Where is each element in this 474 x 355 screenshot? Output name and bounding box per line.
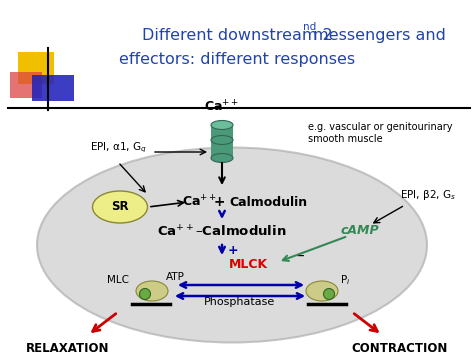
Text: CONTRACTION: CONTRACTION — [352, 342, 448, 355]
Text: effectors: different responses: effectors: different responses — [119, 52, 355, 67]
Text: ATP: ATP — [165, 272, 184, 282]
Text: MLC: MLC — [107, 275, 129, 285]
Text: cAMP: cAMP — [341, 224, 379, 236]
Text: P$_i$: P$_i$ — [340, 273, 350, 287]
Text: EPI, β2, G$_s$: EPI, β2, G$_s$ — [400, 188, 456, 202]
Ellipse shape — [211, 153, 233, 163]
Text: Calmodulin: Calmodulin — [229, 196, 307, 208]
Ellipse shape — [211, 120, 233, 130]
Text: Ca$^{++}$–Calmodulin: Ca$^{++}$–Calmodulin — [157, 224, 287, 240]
Ellipse shape — [323, 289, 335, 300]
Bar — [10, 72, 42, 98]
Ellipse shape — [306, 281, 338, 301]
Ellipse shape — [139, 289, 151, 300]
Bar — [18, 52, 54, 84]
Text: +: + — [210, 195, 231, 209]
Text: RELAXATION: RELAXATION — [26, 342, 110, 355]
Text: nd: nd — [303, 22, 316, 32]
Bar — [32, 75, 74, 101]
Text: Different downstream 2: Different downstream 2 — [142, 28, 332, 43]
Text: +: + — [228, 245, 238, 257]
Text: SR: SR — [111, 201, 129, 213]
Text: Phosphatase: Phosphatase — [204, 297, 275, 307]
Text: Ca$^{++}$: Ca$^{++}$ — [182, 194, 218, 210]
Ellipse shape — [92, 191, 147, 223]
Ellipse shape — [211, 136, 233, 144]
Bar — [211, 125, 233, 158]
Ellipse shape — [136, 281, 168, 301]
Text: EPI, α1, G$_q$: EPI, α1, G$_q$ — [90, 141, 147, 155]
Text: Ca$^{++}$: Ca$^{++}$ — [204, 100, 239, 115]
Text: e.g. vascular or genitourinary
smooth muscle: e.g. vascular or genitourinary smooth mu… — [308, 122, 453, 144]
Text: messengers and: messengers and — [308, 28, 446, 43]
Ellipse shape — [37, 147, 427, 343]
Text: –: – — [296, 247, 304, 262]
Text: MLCK: MLCK — [228, 258, 267, 272]
